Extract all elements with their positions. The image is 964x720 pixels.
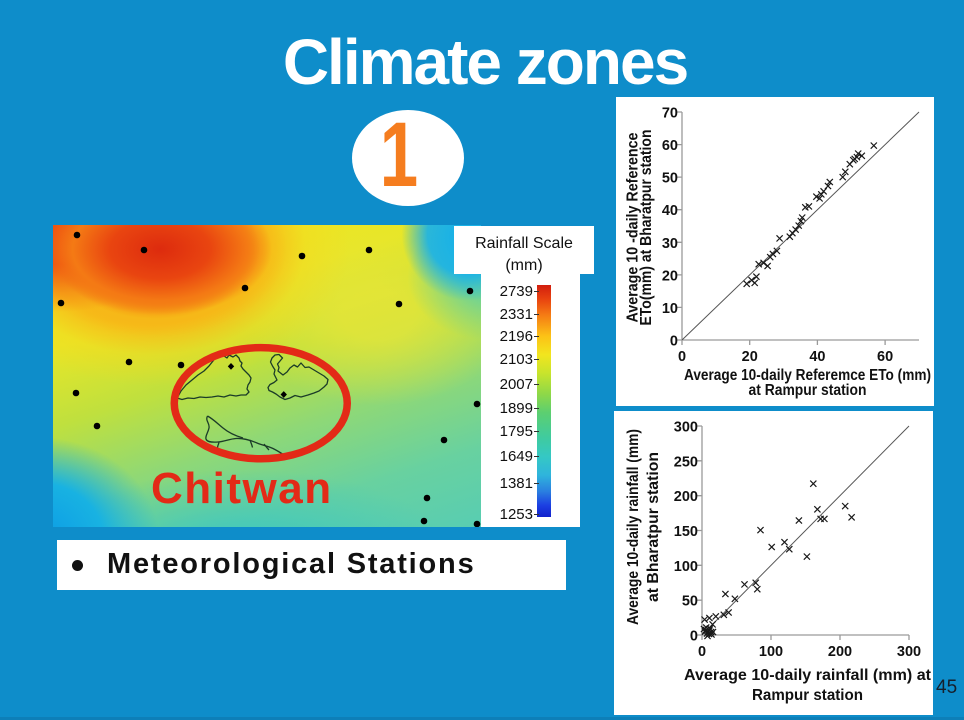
svg-text:20: 20 xyxy=(662,268,678,284)
svg-text:40: 40 xyxy=(809,349,825,365)
svg-text:0: 0 xyxy=(690,629,698,645)
svg-text:0: 0 xyxy=(670,334,678,350)
svg-text:10: 10 xyxy=(662,301,678,317)
svg-text:250: 250 xyxy=(674,454,698,470)
svg-text:0: 0 xyxy=(698,644,706,660)
svg-text:150: 150 xyxy=(674,524,698,540)
svg-text:0: 0 xyxy=(678,349,686,365)
svg-text:at Bharatpur station: at Bharatpur station xyxy=(645,452,662,602)
svg-text:100: 100 xyxy=(759,644,783,660)
svg-text:60: 60 xyxy=(877,349,893,365)
svg-text:300: 300 xyxy=(897,644,921,660)
svg-text:Rampur station: Rampur station xyxy=(752,687,863,704)
svg-text:Average 10-daily rainfall (mm): Average 10-daily rainfall (mm) xyxy=(625,429,642,625)
svg-text:200: 200 xyxy=(828,644,852,660)
svg-text:30: 30 xyxy=(662,236,678,252)
svg-text:20: 20 xyxy=(742,349,758,365)
svg-text:200: 200 xyxy=(674,489,698,505)
svg-text:70: 70 xyxy=(662,106,678,122)
svg-text:Average 10-daily rainfall (mm): Average 10-daily rainfall (mm) at xyxy=(684,667,931,684)
svg-text:50: 50 xyxy=(662,171,678,187)
svg-text:Average 10 -daily Reference: Average 10 -daily Reference xyxy=(625,132,642,322)
svg-text:40: 40 xyxy=(662,203,678,219)
svg-text:ETo(mm) at Bharatpur station: ETo(mm) at Bharatpur station xyxy=(638,130,655,326)
svg-text:300: 300 xyxy=(674,420,698,436)
svg-text:at Rampur station: at Rampur station xyxy=(749,382,867,399)
svg-text:100: 100 xyxy=(674,559,698,575)
svg-text:Average 10-daily Referemce ETo: Average 10-daily Referemce ETo (mm) xyxy=(684,367,931,384)
svg-text:50: 50 xyxy=(682,594,698,610)
svg-text:60: 60 xyxy=(662,138,678,154)
